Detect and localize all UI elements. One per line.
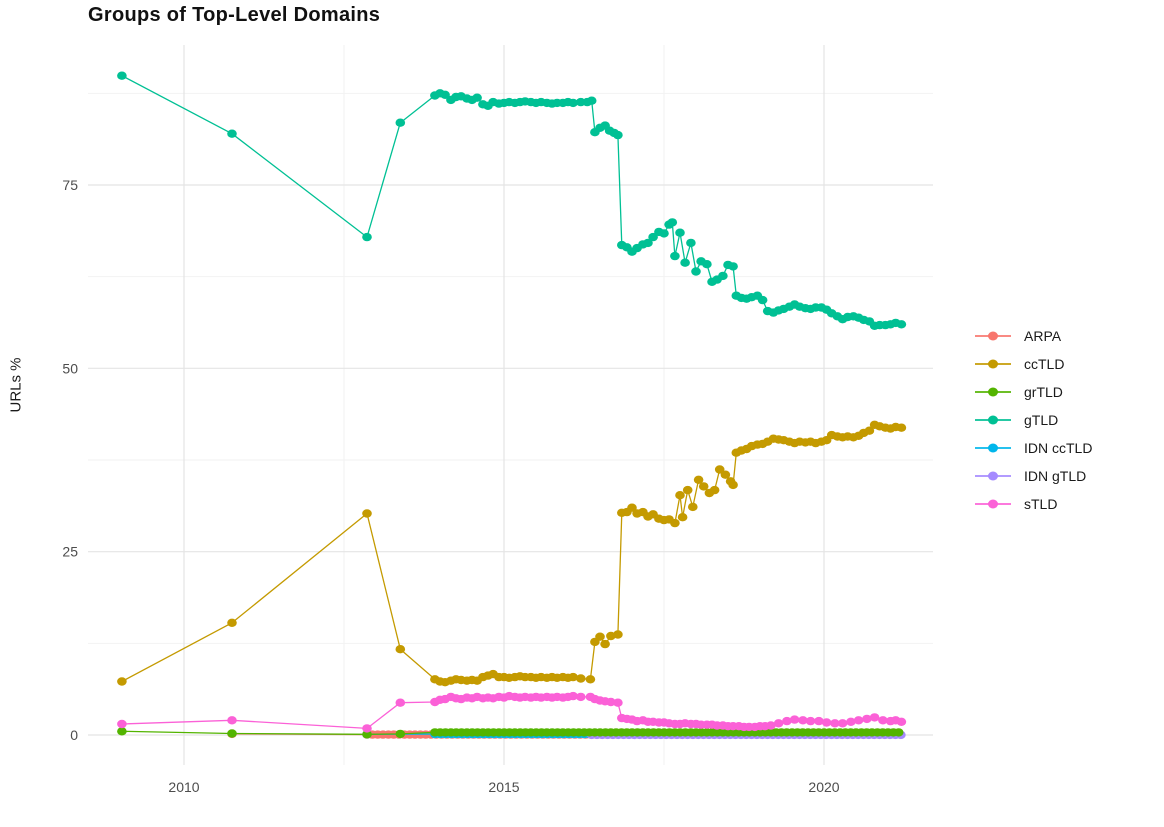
legend-item-gTLD: gTLD — [975, 406, 1092, 434]
legend-key-icon — [975, 357, 1011, 371]
minor-gridlines — [88, 45, 933, 765]
series-sTLD — [117, 691, 907, 733]
axis-tick-labels: 0 25 50 75 2010 2015 2020 — [62, 177, 839, 795]
legend-item-grTLD: grTLD — [975, 378, 1092, 406]
legend: ARPA ccTLD grTLD gTLD IDN ccTLD IDN gTLD sTLD — [975, 322, 1092, 518]
x-tick-label-2015: 2015 — [488, 779, 519, 795]
legend-label: grTLD — [1024, 384, 1063, 400]
y-tick-label-0: 0 — [70, 727, 78, 743]
series-gTLD — [117, 71, 907, 330]
legend-key-icon — [975, 497, 1011, 511]
legend-key-icon — [975, 413, 1011, 427]
y-tick-label-50: 50 — [62, 360, 78, 376]
legend-label: sTLD — [1024, 496, 1058, 512]
legend-key-icon — [975, 441, 1011, 455]
legend-label: gTLD — [1024, 412, 1059, 428]
legend-key-icon — [975, 385, 1011, 399]
legend-label: ccTLD — [1024, 356, 1065, 372]
series-line-gTLD — [121, 75, 902, 327]
legend-label: IDN ccTLD — [1024, 440, 1093, 456]
series-ccTLD — [117, 420, 907, 687]
x-tick-label-2020: 2020 — [808, 779, 839, 795]
legend-item-ccTLD: ccTLD — [975, 350, 1092, 378]
major-gridlines — [88, 45, 933, 765]
y-tick-label-25: 25 — [62, 544, 78, 560]
x-tick-label-2010: 2010 — [168, 779, 199, 795]
legend-label: ARPA — [1024, 328, 1062, 344]
series-grTLD — [117, 727, 904, 739]
legend-key-icon — [975, 329, 1011, 343]
legend-item-sTLD: sTLD — [975, 490, 1092, 518]
legend-key-icon — [975, 469, 1011, 483]
y-tick-label-75: 75 — [62, 177, 78, 193]
legend-label: IDN gTLD — [1024, 468, 1087, 484]
legend-item-IDN-ccTLD: IDN ccTLD — [975, 434, 1092, 462]
legend-item-ARPA: ARPA — [975, 322, 1092, 350]
legend-item-IDN-gTLD: IDN gTLD — [975, 462, 1092, 490]
chart-title: Groups of Top-Level Domains — [88, 4, 381, 26]
